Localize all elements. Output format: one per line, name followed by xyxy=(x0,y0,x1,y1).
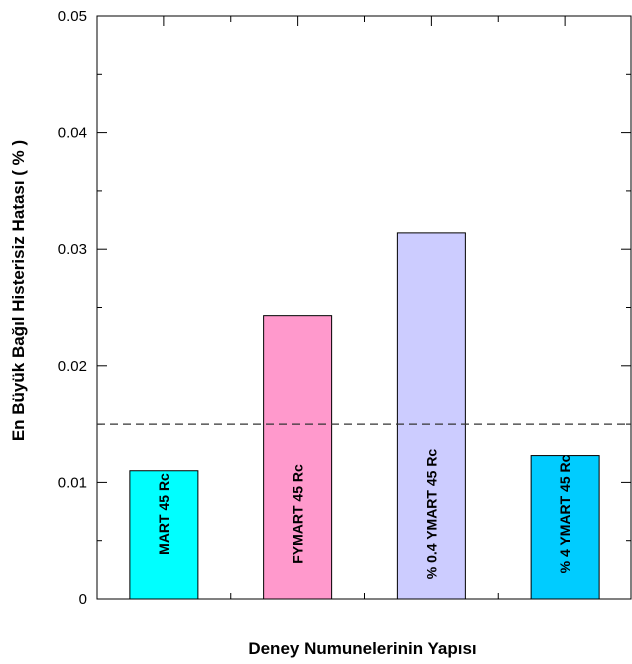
bar-label: MART 45 Rc xyxy=(156,473,172,555)
y-axis-title: En Büyük Bağıl Histerisiz Hatası ( % ) xyxy=(9,140,28,441)
axis-ticks xyxy=(97,15,631,600)
y-tick-label: 0.01 xyxy=(58,474,87,491)
bar-label: % 0.4 YMART 45 Rc xyxy=(423,449,439,580)
bar xyxy=(129,470,199,600)
y-tick-label: 0 xyxy=(79,591,87,608)
bar-label: % 4 YMART 45 Rc xyxy=(557,454,573,573)
bars xyxy=(129,232,600,600)
y-tick-label: 0.04 xyxy=(58,125,87,142)
y-tick-label: 0.05 xyxy=(58,8,87,25)
bar-label: FYMART 45 Rc xyxy=(290,464,306,564)
bar xyxy=(263,315,333,600)
y-tick-label: 0.02 xyxy=(58,358,87,375)
y-tick-labels: 0 0.01 0.02 0.03 0.04 0.05 xyxy=(58,8,87,608)
y-tick-label: 0.03 xyxy=(58,241,87,258)
bar xyxy=(396,232,466,600)
x-axis-title: Deney Numunelerinin Yapısı xyxy=(248,639,476,658)
bar xyxy=(530,455,600,600)
bar-labels: MART 45 Rc FYMART 45 Rc % 0.4 YMART 45 Rc%… xyxy=(156,449,573,580)
